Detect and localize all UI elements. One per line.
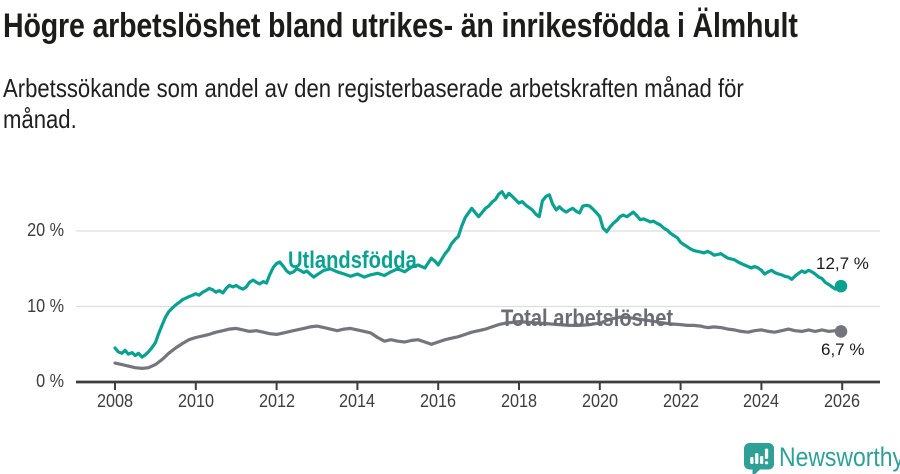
end-value-label-utlandsfodda: 12,7 % bbox=[816, 254, 869, 273]
x-tick-label: 2018 bbox=[500, 391, 538, 411]
series-end-dot-total bbox=[834, 325, 848, 338]
series-line-total bbox=[113, 315, 843, 370]
y-tick-label: 0 % bbox=[36, 371, 64, 391]
x-tick-label: 2024 bbox=[743, 391, 780, 411]
y-tick-label: 10 % bbox=[27, 295, 64, 316]
end-value-label-total: 6,7 % bbox=[821, 340, 865, 359]
newsworthy-logo[interactable]: Newsworthy bbox=[744, 441, 900, 474]
x-tick-label: 2022 bbox=[662, 391, 699, 411]
x-tick-label: 2020 bbox=[581, 391, 618, 411]
bar-chart-speech-bubble-icon bbox=[744, 443, 774, 474]
subtitle-line-2: månad. bbox=[3, 104, 77, 134]
series-label-total: Total arbetslöshet bbox=[501, 305, 674, 332]
subtitle-line-1: Arbetssökande som andel av den registerb… bbox=[3, 73, 744, 103]
x-tick-label: 2008 bbox=[96, 391, 134, 411]
series-label-utlandsfodda: Utlandsfödda bbox=[288, 247, 417, 274]
x-tick-label: 2016 bbox=[420, 391, 457, 411]
series-end-dot-utlandsfodda bbox=[834, 279, 848, 293]
x-tick-label: 2026 bbox=[824, 391, 861, 411]
series-line-utlandsfodda bbox=[113, 190, 843, 359]
x-tick-label: 2012 bbox=[258, 391, 295, 411]
y-tick-label: 20 % bbox=[27, 220, 64, 240]
x-tick-label: 2014 bbox=[339, 391, 376, 411]
page-title: Högre arbetslöshet bland utrikes- än inr… bbox=[3, 7, 798, 45]
x-tick-label: 2010 bbox=[177, 391, 214, 411]
brand-name: Newsworthy bbox=[779, 442, 900, 472]
